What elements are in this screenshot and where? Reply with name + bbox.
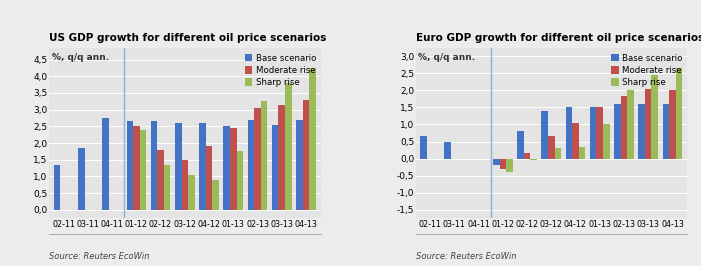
Bar [614, 104, 620, 159]
Bar [296, 120, 303, 210]
Bar [590, 107, 597, 159]
Bar [230, 128, 236, 210]
Bar [236, 151, 243, 210]
Bar [199, 123, 206, 210]
Bar [175, 123, 182, 210]
Bar [254, 108, 261, 210]
Text: Euro GDP growth for different oil price scenarios: Euro GDP growth for different oil price … [416, 33, 701, 43]
Bar [669, 90, 676, 159]
Bar [676, 68, 682, 159]
Bar [126, 121, 133, 210]
Bar [133, 126, 139, 210]
Bar [645, 89, 651, 159]
Bar [627, 90, 634, 159]
Bar [541, 111, 548, 159]
Bar [212, 180, 219, 210]
Legend: Base scenario, Moderate rise, Sharp rise: Base scenario, Moderate rise, Sharp rise [241, 51, 320, 90]
Bar [579, 147, 585, 159]
Text: Source: Reuters EcoWin: Source: Reuters EcoWin [49, 252, 149, 261]
Bar [272, 125, 278, 210]
Bar [444, 142, 451, 159]
Bar [139, 130, 146, 210]
Bar [224, 126, 230, 210]
Bar [285, 83, 292, 210]
Bar [524, 153, 530, 159]
Bar [247, 120, 254, 210]
Bar [500, 159, 506, 169]
Bar [188, 175, 195, 210]
Bar [548, 136, 554, 159]
Bar [639, 104, 645, 159]
Bar [421, 136, 427, 159]
Bar [303, 100, 309, 210]
Bar [54, 165, 60, 210]
Bar [603, 124, 610, 159]
Bar [309, 68, 315, 210]
Bar [206, 146, 212, 210]
Bar [78, 148, 85, 210]
Bar [572, 123, 579, 159]
Text: Source: Reuters EcoWin: Source: Reuters EcoWin [416, 252, 516, 261]
Bar [651, 75, 658, 159]
Bar [597, 107, 603, 159]
Bar [261, 101, 267, 210]
Text: US GDP growth for different oil price scenarios: US GDP growth for different oil price sc… [49, 33, 327, 43]
Bar [157, 150, 164, 210]
Bar [662, 104, 669, 159]
Bar [506, 159, 512, 172]
Bar [493, 159, 500, 165]
Bar [102, 118, 109, 210]
Bar [554, 148, 561, 159]
Bar [278, 105, 285, 210]
Bar [164, 165, 170, 210]
Bar [566, 107, 572, 159]
Bar [151, 121, 157, 210]
Bar [620, 95, 627, 159]
Legend: Base scenario, Moderate rise, Sharp rise: Base scenario, Moderate rise, Sharp rise [608, 51, 686, 90]
Text: %, q/q ann.: %, q/q ann. [418, 53, 475, 62]
Bar [530, 159, 537, 160]
Bar [182, 160, 188, 210]
Bar [517, 131, 524, 159]
Text: %, q/q ann.: %, q/q ann. [52, 53, 109, 62]
